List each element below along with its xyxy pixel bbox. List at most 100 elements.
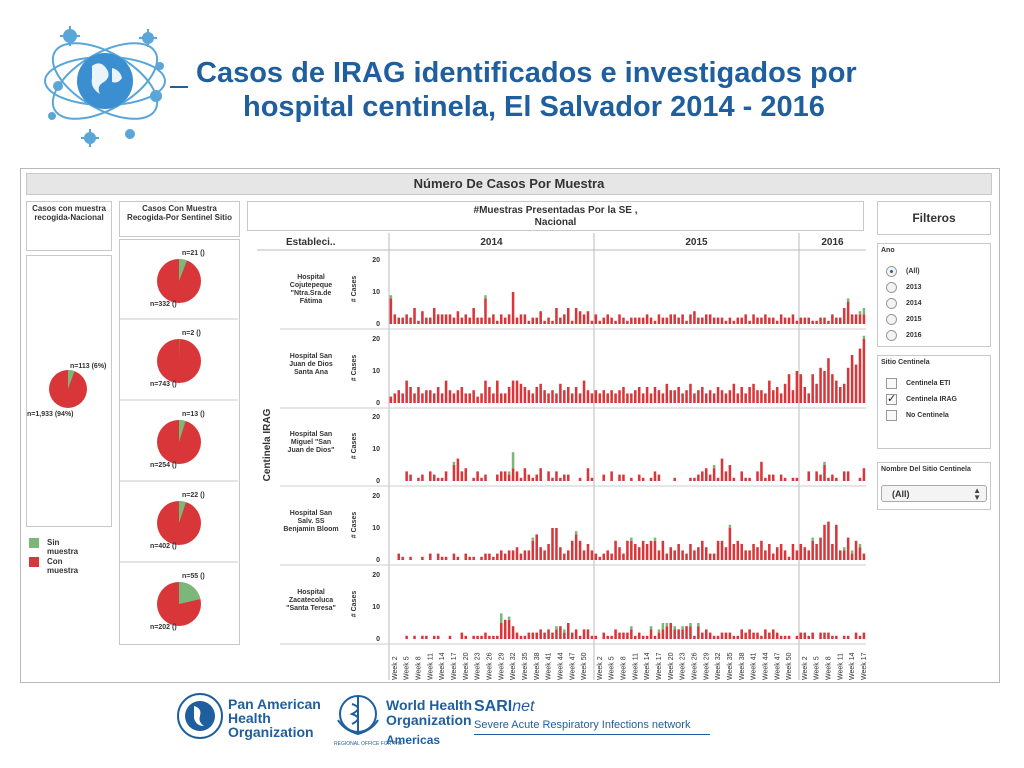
bar-con bbox=[839, 317, 842, 324]
bar-con bbox=[464, 468, 468, 481]
bar-con bbox=[456, 556, 460, 560]
updown-arrow-icon: ▲ ▼ bbox=[973, 486, 981, 502]
bar-con bbox=[507, 619, 511, 639]
x-tick-label: Week 38 bbox=[739, 652, 746, 680]
bar-con bbox=[740, 544, 743, 560]
y-tick-label: 10 bbox=[372, 604, 380, 611]
bar-con bbox=[444, 380, 448, 403]
bar-sin bbox=[661, 623, 665, 630]
bar-con bbox=[720, 458, 724, 481]
bar-con bbox=[472, 556, 475, 560]
bar-con bbox=[436, 635, 440, 639]
year-header: 2014 bbox=[480, 237, 503, 248]
bar-con bbox=[799, 374, 803, 403]
sentinel-header: Casos Con Muestra Recogida-Por Sentinel … bbox=[119, 201, 240, 237]
bar-sin bbox=[665, 623, 669, 627]
paho-line-2: Health bbox=[228, 710, 271, 726]
bar-con bbox=[432, 635, 436, 639]
bar-con bbox=[637, 387, 641, 403]
bar-con bbox=[610, 553, 613, 560]
bar-con bbox=[728, 390, 732, 403]
bar-con bbox=[436, 387, 440, 403]
bar-con bbox=[535, 317, 538, 324]
chart-header-line-1: #Muestras Presentadas Por la SE , bbox=[473, 205, 638, 216]
bar-con bbox=[610, 317, 613, 324]
bar-con bbox=[622, 632, 625, 639]
bar-con bbox=[701, 471, 704, 481]
bar-con bbox=[630, 393, 633, 403]
ano-radio-4[interactable] bbox=[886, 330, 897, 341]
bar-con bbox=[661, 317, 665, 324]
ano-filter: Ano (All) 2013 2014 2015 2016 bbox=[877, 243, 991, 347]
bar-con bbox=[598, 320, 602, 324]
bar-con bbox=[452, 393, 456, 403]
y-tick-label: 0 bbox=[376, 636, 380, 643]
sentinel-pie-sin-label: n=55 () bbox=[182, 573, 205, 580]
bar-sin bbox=[507, 616, 511, 620]
x-tick-label: Week 14 bbox=[644, 652, 651, 680]
bar-con bbox=[488, 317, 491, 324]
bar-con bbox=[503, 393, 507, 403]
bar-con bbox=[543, 550, 546, 560]
bar-con bbox=[547, 544, 550, 560]
ano-radio-2[interactable] bbox=[886, 298, 897, 309]
bar-con bbox=[606, 314, 609, 324]
bar-con bbox=[835, 524, 838, 560]
x-tick-label: Week 2 bbox=[802, 656, 809, 680]
bar-con bbox=[626, 540, 629, 560]
bar-con bbox=[708, 390, 712, 403]
bar-con bbox=[795, 550, 799, 560]
bar-con bbox=[752, 632, 755, 639]
bar-con bbox=[827, 477, 830, 481]
bar-con bbox=[574, 534, 578, 560]
bar-con bbox=[539, 629, 542, 639]
bar-con bbox=[787, 374, 791, 403]
dashboard-title: Número De Casos Por Muestra bbox=[26, 173, 992, 195]
bar-con bbox=[429, 471, 432, 481]
paho-emblem-icon bbox=[177, 693, 223, 739]
bar-con bbox=[854, 314, 858, 324]
bar-con bbox=[492, 314, 495, 324]
sitio-checkbox-1[interactable]: ✓ bbox=[886, 393, 897, 405]
bar-con bbox=[432, 308, 436, 324]
hospital-name: Hospital San bbox=[290, 353, 332, 360]
ano-radio-0[interactable] bbox=[886, 266, 897, 277]
bar-sin bbox=[653, 537, 657, 541]
bar-con bbox=[768, 632, 771, 639]
bar-con bbox=[563, 474, 566, 481]
bar-con bbox=[440, 393, 444, 403]
bar-con bbox=[523, 314, 527, 324]
bar-con bbox=[606, 635, 609, 639]
hospital-name: "Santa Teresa" bbox=[286, 605, 336, 612]
bar-con bbox=[405, 314, 408, 324]
paho-name: Pan American Health Organization bbox=[228, 697, 321, 739]
bar-con bbox=[835, 635, 838, 639]
bar-con bbox=[677, 387, 680, 403]
bar-con bbox=[519, 635, 523, 639]
bar-con bbox=[649, 317, 653, 324]
bar-con bbox=[397, 553, 401, 560]
x-tick-label: Week 50 bbox=[581, 652, 588, 680]
bar-con bbox=[413, 393, 416, 403]
sitio-checkbox-2[interactable] bbox=[886, 410, 897, 421]
bar-con bbox=[756, 390, 759, 403]
bar-con bbox=[515, 471, 519, 481]
bar-con bbox=[440, 477, 444, 481]
nombre-select[interactable]: (All) ▲ ▼ bbox=[881, 485, 987, 502]
bar-con bbox=[559, 383, 562, 403]
bar-con bbox=[515, 547, 519, 560]
ano-radio-3[interactable] bbox=[886, 314, 897, 325]
sitio-checkbox-0[interactable] bbox=[886, 378, 897, 389]
bar-con bbox=[539, 547, 542, 560]
bar-con bbox=[732, 544, 736, 560]
bar-con bbox=[440, 556, 444, 560]
bar-con bbox=[823, 371, 826, 403]
bar-con bbox=[614, 393, 617, 403]
filters-header: Filteros bbox=[877, 201, 991, 235]
ano-radio-1[interactable] bbox=[886, 282, 897, 293]
bar-con bbox=[677, 317, 680, 324]
bar-con bbox=[756, 547, 759, 560]
y-tick-label: 20 bbox=[372, 336, 380, 343]
bar-con bbox=[756, 632, 759, 639]
bar-con bbox=[677, 544, 680, 560]
